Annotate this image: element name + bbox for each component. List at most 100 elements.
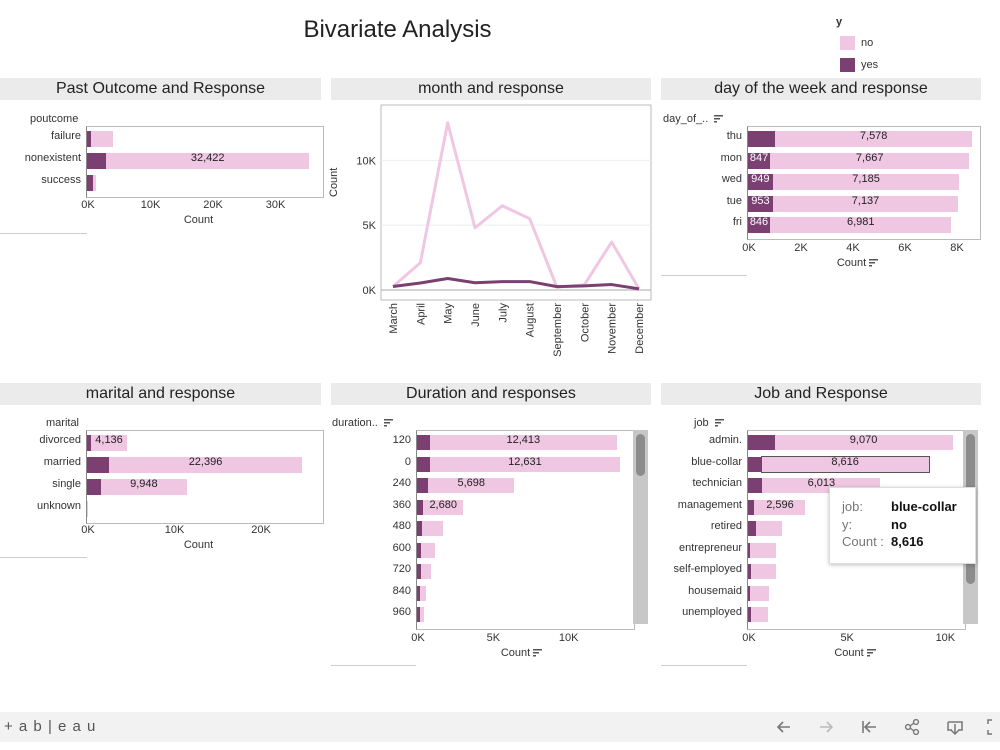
bar-no[interactable] <box>775 131 973 147</box>
bar-no[interactable] <box>754 499 806 515</box>
row-label[interactable]: admin. <box>708 434 742 446</box>
bar-no[interactable] <box>429 456 621 472</box>
bar-no[interactable] <box>760 456 930 472</box>
row-label[interactable]: 240 <box>392 477 411 489</box>
bar-no[interactable] <box>769 217 952 233</box>
row-label[interactable]: blue-collar <box>691 455 742 468</box>
bar-yes[interactable] <box>417 456 430 472</box>
download-icon[interactable] <box>946 718 964 736</box>
row-label[interactable]: unemployed <box>682 606 742 618</box>
row-label[interactable]: mon <box>720 151 742 164</box>
bar-yes[interactable] <box>417 478 429 493</box>
bar-no[interactable] <box>106 153 309 169</box>
row-label[interactable]: success <box>41 174 81 186</box>
bar-no[interactable] <box>772 174 960 190</box>
bar-yes[interactable] <box>748 174 773 190</box>
bar-no[interactable] <box>421 542 435 558</box>
legend-item-yes[interactable]: yes <box>840 58 878 72</box>
bar-no[interactable] <box>90 131 114 147</box>
bar-yes[interactable] <box>748 499 755 515</box>
row-label[interactable]: nonexistent <box>24 152 81 164</box>
bar-no[interactable] <box>774 435 953 450</box>
bar-no[interactable] <box>87 501 88 517</box>
undo-icon[interactable] <box>776 719 792 735</box>
row-label[interactable]: 840 <box>392 584 411 597</box>
bar-yes[interactable] <box>417 521 422 536</box>
bar-no[interactable] <box>100 479 187 495</box>
sort-icon[interactable] <box>383 419 393 427</box>
chart-month[interactable]: 0K 5K 10K March April May June July August Septem… <box>331 100 656 370</box>
fullscreen-icon[interactable] <box>986 718 1000 736</box>
bar-no[interactable] <box>756 521 782 536</box>
row-label[interactable]: tue <box>726 194 742 207</box>
bar-no[interactable] <box>772 195 959 212</box>
bar-no[interactable] <box>423 499 464 515</box>
row-label[interactable]: wed <box>721 173 742 185</box>
row-label[interactable]: failure <box>51 130 81 142</box>
bar-yes[interactable] <box>748 435 775 450</box>
sort-icon[interactable] <box>714 419 724 427</box>
bar-yes[interactable] <box>87 479 101 495</box>
bar-yes[interactable] <box>748 478 763 493</box>
sort-icon[interactable] <box>533 649 543 657</box>
bar-yes[interactable] <box>417 435 430 450</box>
bar-yes[interactable] <box>748 456 761 472</box>
duration-scrollbar[interactable] <box>633 430 648 624</box>
bar-yes[interactable] <box>87 131 91 147</box>
row-label[interactable]: single <box>52 478 81 490</box>
bar-yes[interactable] <box>417 607 420 622</box>
bar-no[interactable] <box>92 175 96 191</box>
bar-yes[interactable] <box>748 152 771 169</box>
bar-yes[interactable] <box>748 131 776 147</box>
bar-yes[interactable] <box>87 457 109 473</box>
row-label[interactable]: 720 <box>392 563 411 575</box>
row-label[interactable]: 360 <box>392 498 411 511</box>
row-label[interactable]: 600 <box>392 541 411 554</box>
bar-no[interactable] <box>770 152 970 169</box>
bar-no[interactable] <box>750 542 777 558</box>
bar-no[interactable] <box>108 457 303 473</box>
bar-yes[interactable] <box>417 585 421 601</box>
bar-no[interactable] <box>750 607 769 622</box>
bar-no[interactable] <box>750 585 769 601</box>
bar-yes[interactable] <box>748 585 751 601</box>
bar-yes[interactable] <box>748 217 770 233</box>
row-label[interactable]: entrepreneur <box>679 541 742 554</box>
row-label[interactable]: technician <box>692 477 742 489</box>
row-label[interactable]: 120 <box>392 434 411 446</box>
bar-yes[interactable] <box>87 435 92 451</box>
redo-icon[interactable] <box>818 719 834 735</box>
bar-yes[interactable] <box>417 499 424 515</box>
legend-item-no[interactable]: no <box>840 36 873 50</box>
selected-bar-outline[interactable] <box>760 455 930 473</box>
bar-no[interactable] <box>420 585 427 601</box>
row-label[interactable]: 480 <box>392 520 411 532</box>
bar-no[interactable] <box>420 607 424 622</box>
bar-no[interactable] <box>420 564 431 579</box>
row-label[interactable]: self-employed <box>673 563 742 575</box>
row-label[interactable]: 0 <box>404 455 411 468</box>
row-label[interactable]: divorced <box>39 434 81 446</box>
bar-no[interactable] <box>429 435 617 450</box>
bar-yes[interactable] <box>748 521 757 536</box>
sort-icon[interactable] <box>869 259 879 267</box>
bar-no[interactable] <box>421 521 443 536</box>
duration-field-label[interactable]: duration.. <box>332 417 393 429</box>
row-label[interactable]: management <box>677 498 742 511</box>
bar-no[interactable] <box>428 478 515 493</box>
sort-icon[interactable] <box>714 115 724 123</box>
share-icon[interactable] <box>904 719 920 735</box>
bar-no[interactable] <box>750 564 776 579</box>
row-label[interactable]: retired <box>710 520 742 532</box>
sort-icon[interactable] <box>866 649 876 657</box>
job-field-label[interactable]: job <box>694 417 724 429</box>
row-label[interactable]: fri <box>732 216 742 228</box>
revert-icon[interactable] <box>861 719 877 735</box>
duration-scroll-thumb[interactable] <box>636 434 645 476</box>
row-label[interactable]: 960 <box>392 606 411 618</box>
bar-yes[interactable] <box>417 542 422 558</box>
row-label[interactable]: thu <box>726 130 742 142</box>
bar-yes[interactable] <box>748 195 773 212</box>
bar-yes[interactable] <box>417 564 421 579</box>
row-label[interactable]: unknown <box>36 500 81 512</box>
